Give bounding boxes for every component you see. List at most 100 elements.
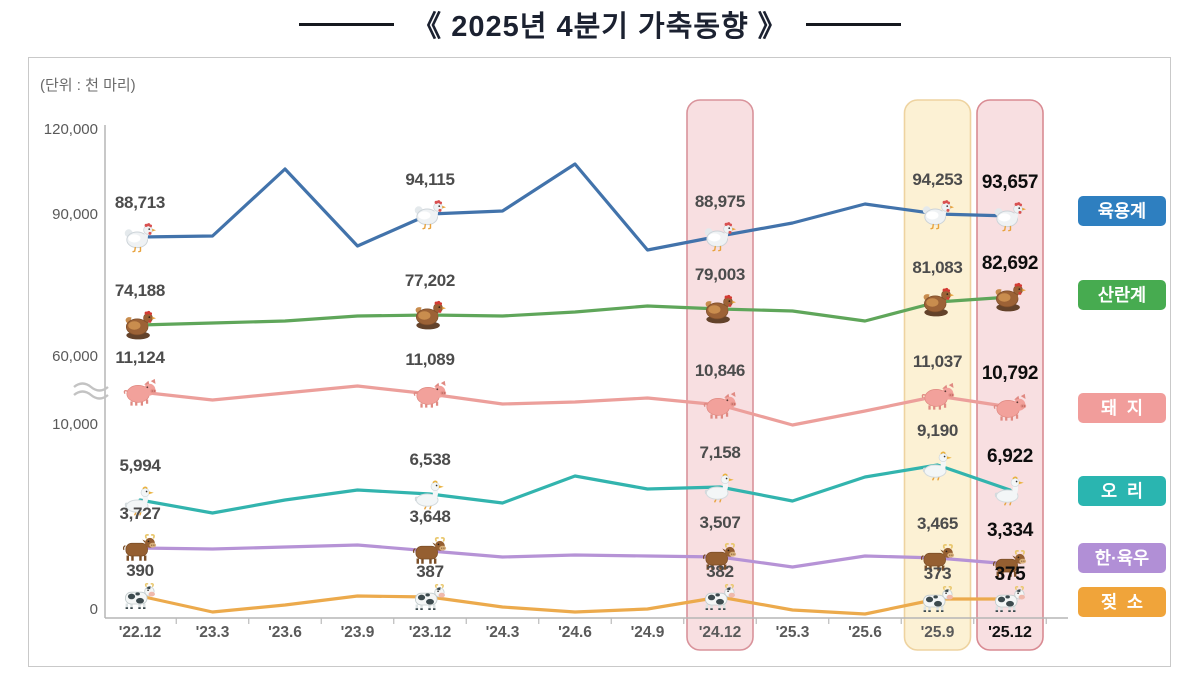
laying-hen-icon [919, 286, 957, 318]
x-tick-label: '25.9 [920, 624, 955, 641]
korean-cattle-icon [919, 542, 957, 574]
x-tick-label: '23.12 [408, 624, 452, 641]
duck-icon [121, 484, 159, 516]
legend-badge-layer: 산란계 [1078, 280, 1166, 310]
data-label-duck: 6,538 [409, 450, 451, 469]
legend-badge-hanwoo: 한·육우 [1078, 543, 1166, 573]
laying-hen-icon [121, 309, 159, 341]
data-label-hanwoo: 3,465 [916, 514, 959, 533]
series-line-duck [138, 463, 1012, 515]
data-label-pig: 11,124 [115, 348, 165, 367]
dairy-cow-icon [121, 580, 159, 612]
series-line-broiler [138, 162, 1012, 252]
x-tick-label: '24.6 [558, 624, 592, 641]
data-label-layer: 74,188 [114, 281, 166, 300]
pig-icon [121, 376, 159, 408]
data-label-duck: 9,190 [916, 421, 959, 440]
duck-icon [919, 449, 957, 481]
x-tick-label: '25.3 [775, 624, 810, 641]
highlight-band-25.12 [976, 99, 1044, 651]
x-tick-label: '22.12 [118, 624, 162, 641]
dairy-cow-icon [411, 581, 449, 613]
broiler-chicken-icon [991, 200, 1029, 232]
data-label-duck: 6,922 [986, 446, 1034, 467]
data-label-broiler: 88,975 [694, 192, 746, 211]
duck-icon [991, 474, 1029, 506]
x-tick-label: '25.12 [988, 624, 1032, 641]
data-label-dairy: 373 [923, 564, 952, 583]
data-label-broiler: 94,115 [405, 170, 455, 189]
pig-icon [701, 389, 739, 421]
data-label-layer: 77,202 [404, 271, 456, 290]
data-label-dairy: 390 [126, 561, 154, 580]
series-line-pig [138, 384, 1012, 427]
duck-icon [701, 471, 739, 503]
data-label-hanwoo: 3,334 [986, 520, 1034, 541]
x-tick-label: '24.9 [630, 624, 665, 641]
legend-badge-dairy: 젖 소 [1078, 587, 1166, 617]
data-label-pig: 10,846 [694, 361, 746, 380]
y-tick-label: 120,000 [43, 121, 98, 138]
broiler-chicken-icon [701, 220, 739, 252]
highlight-band-24.12 [686, 99, 754, 651]
data-label-hanwoo: 3,507 [699, 513, 741, 532]
broiler-chicken-icon [919, 198, 957, 230]
series-line-layer [138, 295, 1012, 327]
korean-cattle-icon [991, 548, 1029, 580]
x-tick-label: '23.6 [268, 624, 302, 641]
korean-cattle-icon [701, 541, 739, 573]
series-line-hanwoo [138, 543, 1012, 569]
x-tick-label: '24.3 [485, 624, 520, 641]
page-title: 《 2025년 4분기 가축동향 》 [412, 11, 788, 43]
data-label-pig: 11,037 [912, 352, 963, 371]
dairy-cow-icon [919, 583, 957, 615]
x-tick-label: '23.9 [340, 624, 375, 641]
duck-icon [411, 478, 449, 510]
x-tick-label: '23.3 [195, 624, 230, 641]
series-line-dairy [138, 594, 1012, 616]
legend-badge-broiler: 육용계 [1078, 196, 1166, 226]
pig-icon [991, 391, 1029, 423]
pig-icon [919, 380, 957, 412]
laying-hen-icon [701, 293, 739, 325]
y-tick-label: 60,000 [52, 348, 98, 365]
data-label-layer: 81,083 [912, 258, 963, 277]
laying-hen-icon [991, 281, 1029, 313]
data-label-pig: 11,089 [405, 350, 455, 369]
data-label-duck: 5,994 [119, 456, 161, 475]
data-label-hanwoo: 3,648 [409, 507, 451, 526]
x-tick-label: '25.6 [848, 624, 882, 641]
laying-hen-icon [411, 299, 449, 331]
axis-break-icon [73, 382, 109, 392]
data-label-broiler: 88,713 [114, 193, 166, 212]
axis-break-icon [73, 390, 109, 400]
korean-cattle-icon [411, 535, 449, 567]
y-tick-label: 10,000 [52, 416, 98, 433]
unit-label: (단위 : 천 마리) [40, 77, 136, 94]
x-tick-label: '24.12 [698, 624, 742, 641]
title-bar: 《 2025년 4분기 가축동향 》 [0, 4, 1200, 44]
highlight-band-25.9 [903, 99, 972, 651]
legend-badge-duck: 오 리 [1078, 476, 1166, 506]
data-label-dairy: 375 [994, 564, 1026, 585]
dairy-cow-icon [701, 581, 739, 613]
data-label-dairy: 382 [706, 562, 734, 581]
data-label-layer: 82,692 [981, 253, 1039, 274]
data-label-pig: 10,792 [981, 363, 1039, 384]
dairy-cow-icon [991, 583, 1029, 615]
data-label-dairy: 387 [416, 562, 444, 581]
y-tick-label: 90,000 [52, 206, 98, 223]
data-label-broiler: 94,253 [912, 170, 963, 189]
title-rule-left [299, 22, 395, 26]
data-label-duck: 7,158 [699, 443, 741, 462]
legend-badge-pig: 돼 지 [1078, 393, 1166, 423]
data-label-hanwoo: 3,727 [119, 504, 161, 523]
korean-cattle-icon [121, 532, 159, 564]
pig-icon [411, 378, 449, 410]
data-label-broiler: 93,657 [981, 172, 1039, 193]
broiler-chicken-icon [411, 198, 449, 230]
data-label-layer: 79,003 [694, 265, 746, 284]
broiler-chicken-icon [121, 221, 159, 253]
